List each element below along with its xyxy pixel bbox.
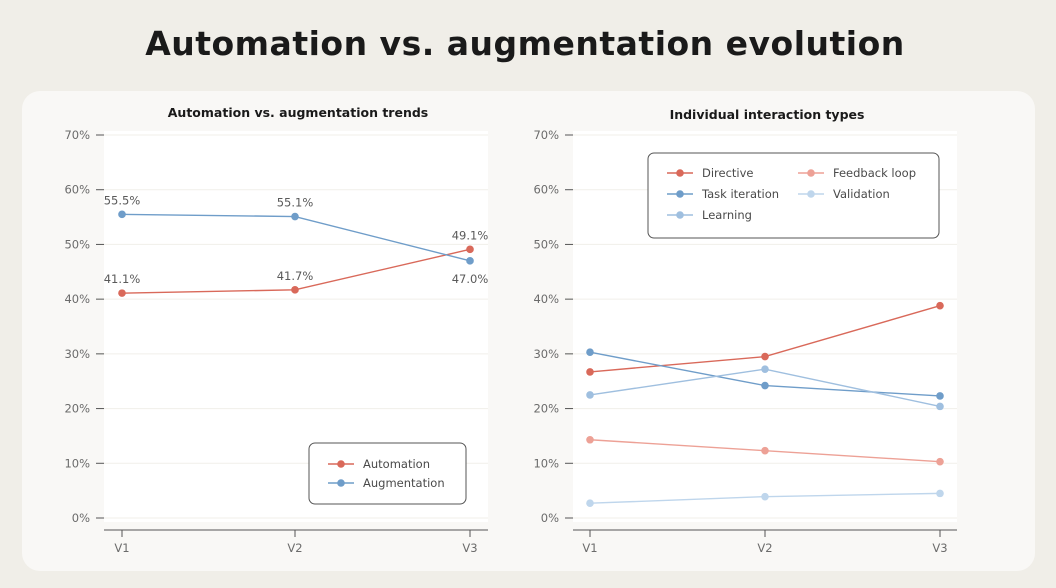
legend-marker-task-iteration bbox=[676, 190, 684, 198]
data-label-automation: 49.1% bbox=[452, 228, 489, 242]
x-tick-label: V2 bbox=[287, 541, 302, 555]
data-point-task-iteration bbox=[936, 392, 944, 400]
data-label-augmentation: 55.1% bbox=[277, 196, 314, 210]
legend-marker-directive bbox=[676, 169, 684, 177]
x-tick-label: V3 bbox=[932, 541, 947, 555]
chart-title: Individual interaction types bbox=[670, 107, 865, 122]
data-label-automation: 41.1% bbox=[104, 272, 141, 286]
data-label-augmentation: 55.5% bbox=[104, 193, 141, 207]
legend-label-directive: Directive bbox=[702, 166, 754, 180]
y-tick-label: 0% bbox=[541, 511, 559, 525]
data-point-automation bbox=[118, 289, 126, 297]
data-point-task-iteration bbox=[586, 348, 594, 357]
y-tick-label: 20% bbox=[533, 402, 559, 416]
y-tick-label: 10% bbox=[64, 456, 90, 470]
data-point-augmentation bbox=[118, 210, 126, 219]
x-tick-label: V2 bbox=[757, 541, 772, 555]
y-tick-label: 70% bbox=[64, 128, 90, 142]
data-point-feedback-loop bbox=[586, 435, 594, 444]
data-point-learning bbox=[936, 402, 944, 411]
data-point-automation bbox=[466, 245, 474, 254]
x-tick-label: V1 bbox=[114, 541, 129, 555]
y-tick-label: 50% bbox=[64, 237, 90, 251]
y-tick-label: 0% bbox=[72, 511, 90, 525]
y-tick-label: 50% bbox=[533, 237, 559, 251]
legend-marker-feedback-loop bbox=[807, 169, 815, 177]
legend-label-automation: Automation bbox=[363, 457, 430, 471]
data-point-validation bbox=[761, 492, 769, 501]
legend-label-validation: Validation bbox=[833, 187, 890, 201]
legend-marker-augmentation bbox=[337, 479, 345, 487]
legend-marker-validation bbox=[807, 190, 815, 198]
automation-augmentation-chart: Automation vs. augmentation trends 0% 10% 2… bbox=[64, 105, 489, 555]
y-tick-label: 10% bbox=[533, 456, 559, 470]
data-point-directive bbox=[761, 352, 769, 361]
legend-box bbox=[647, 152, 940, 239]
data-label-augmentation: 47.0% bbox=[452, 272, 489, 286]
y-tick-label: 40% bbox=[64, 292, 90, 306]
legend-label-augmentation: Augmentation bbox=[363, 476, 445, 490]
y-tick-label: 30% bbox=[64, 347, 90, 361]
legend-label-feedback-loop: Feedback loop bbox=[833, 166, 916, 180]
data-point-validation bbox=[936, 489, 944, 498]
legend-label-task-iteration: Task iteration bbox=[701, 187, 779, 201]
page-title: Automation vs. augmentation evolution bbox=[145, 24, 905, 63]
legend-box bbox=[308, 442, 467, 505]
y-tick-label: 20% bbox=[64, 402, 90, 416]
x-tick-label: V3 bbox=[462, 541, 477, 555]
data-point-directive bbox=[936, 301, 944, 310]
y-tick-label: 60% bbox=[64, 183, 90, 197]
data-point-task-iteration bbox=[761, 381, 769, 390]
data-point-feedback-loop bbox=[761, 446, 769, 455]
data-label-automation: 41.7% bbox=[277, 269, 314, 283]
data-point-automation bbox=[291, 286, 299, 294]
data-point-directive bbox=[586, 368, 594, 376]
y-tick-label: 60% bbox=[533, 183, 559, 197]
y-tick-label: 70% bbox=[533, 128, 559, 142]
y-tick-label: 40% bbox=[533, 292, 559, 306]
legend-label-learning: Learning bbox=[702, 208, 752, 222]
data-point-learning bbox=[761, 365, 769, 373]
x-tick-label: V1 bbox=[582, 541, 597, 555]
legend-marker-automation bbox=[337, 460, 345, 468]
data-point-augmentation bbox=[291, 212, 299, 221]
data-point-learning bbox=[586, 391, 594, 399]
data-point-validation bbox=[586, 499, 594, 508]
y-tick-label: 30% bbox=[533, 347, 559, 361]
data-point-feedback-loop bbox=[936, 457, 944, 466]
data-point-augmentation bbox=[466, 257, 474, 265]
legend-marker-learning bbox=[676, 211, 684, 219]
chart-title: Automation vs. augmentation trends bbox=[168, 105, 428, 120]
